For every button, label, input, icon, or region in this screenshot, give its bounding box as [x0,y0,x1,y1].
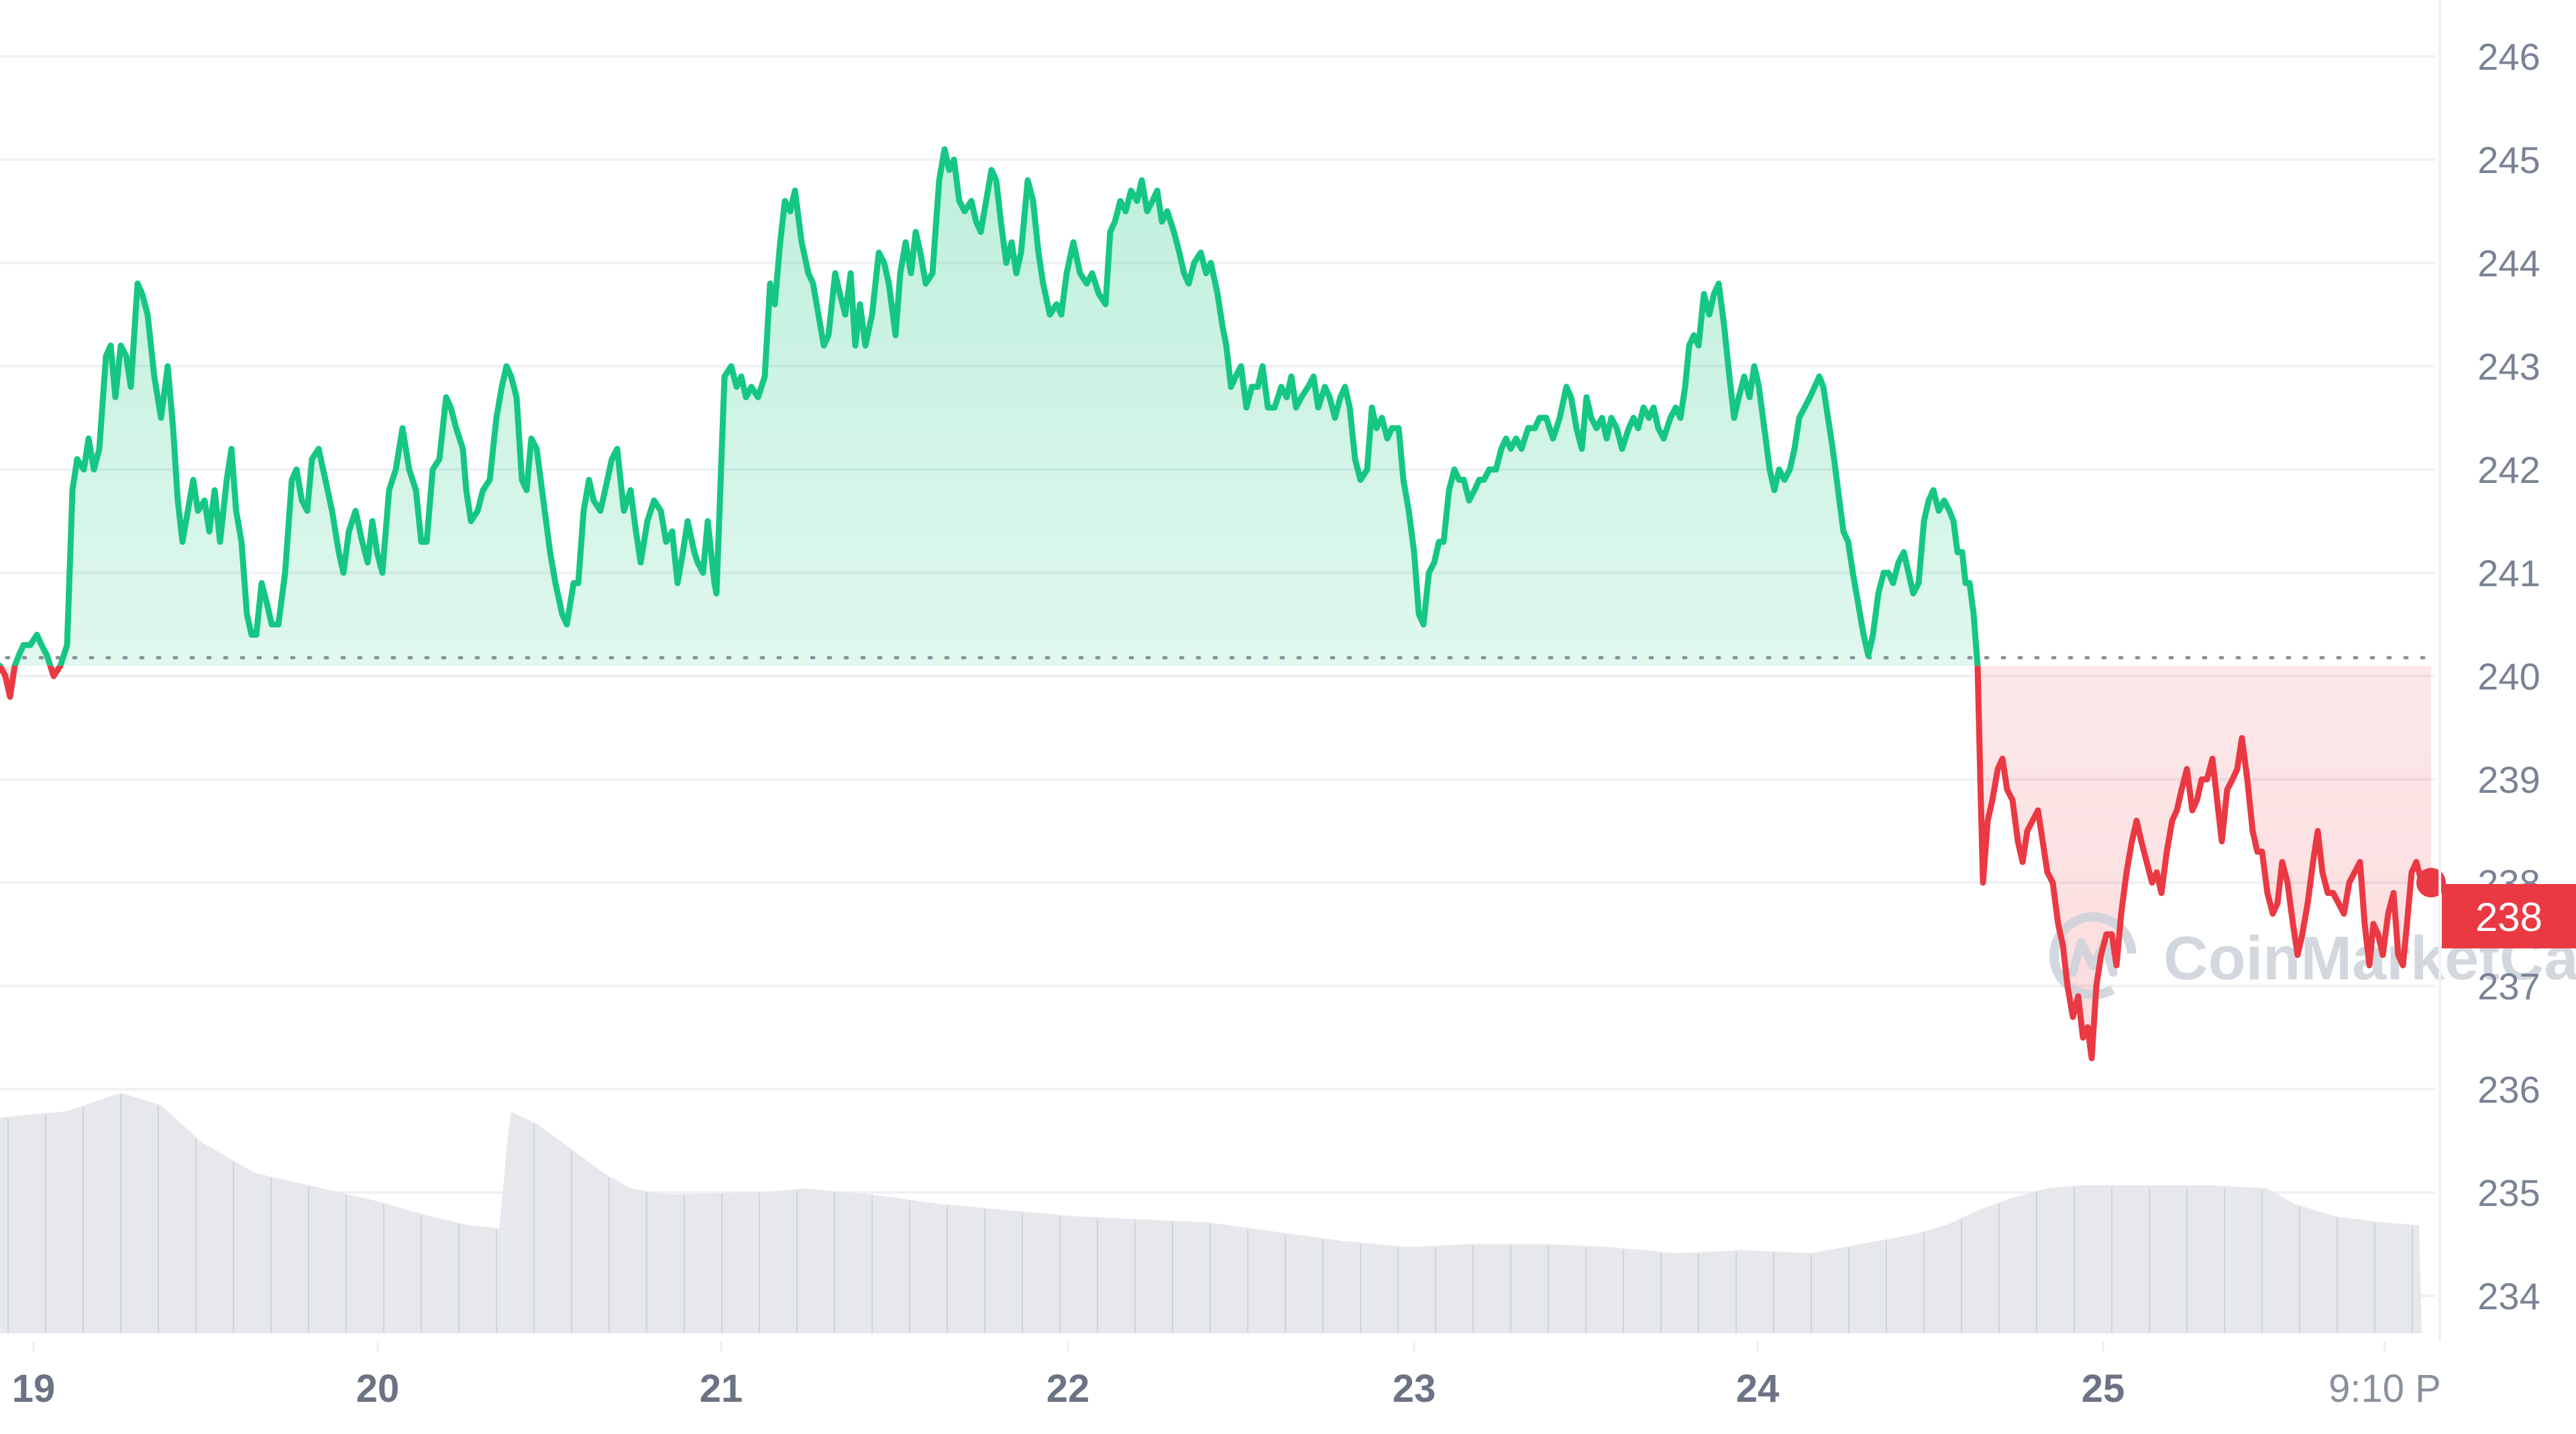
y-axis: 246 245 244 243 242 241 240 239 238 237 236 235 234 [2477,36,2540,1317]
x-tick-label: 19 [12,1367,56,1411]
area-fill-down [0,665,2431,1058]
y-tick-label: 239 [2477,759,2540,801]
y-tick-label: 244 [2477,242,2540,284]
volume-area [0,1093,2422,1333]
price-line-up[interactable] [0,146,2431,1058]
current-price-label: 238 [2475,895,2542,940]
volume-histogram [0,1093,2422,1333]
y-tick-label: 236 [2477,1068,2540,1111]
y-tick-label: 234 [2477,1275,2540,1317]
y-tick-label: 243 [2477,345,2540,388]
y-tick-label: 245 [2477,139,2540,181]
y-tick-label: 242 [2477,449,2540,491]
y-tick-label: 241 [2477,552,2540,594]
x-tick-label: 25 [2082,1367,2125,1411]
y-tick-label: 240 [2477,655,2540,698]
x-tick-label: 20 [356,1367,400,1411]
area-fill-up [15,149,1978,666]
y-tick-label: 246 [2477,36,2540,78]
x-axis: 19 20 21 22 23 24 25 9:10 P [12,1341,2441,1411]
price-line-down[interactable] [0,150,2434,1062]
price-lines[interactable] [0,146,2434,1062]
x-tick-label: 24 [1736,1367,1780,1411]
x-tick-label: 9:10 P [2328,1367,2441,1411]
y-tick-label: 235 [2477,1172,2540,1214]
x-tick-label: 22 [1046,1367,1090,1411]
current-price-tag: 238 [2442,884,2576,948]
y-tick-label: 237 [2477,965,2540,1007]
current-price-marker[interactable] [2416,868,2446,897]
area-fills [0,149,2431,1058]
x-tick-label: 21 [700,1367,743,1411]
coinmarketcap-logo-icon [2049,912,2137,999]
x-tick-label: 23 [1393,1367,1436,1411]
